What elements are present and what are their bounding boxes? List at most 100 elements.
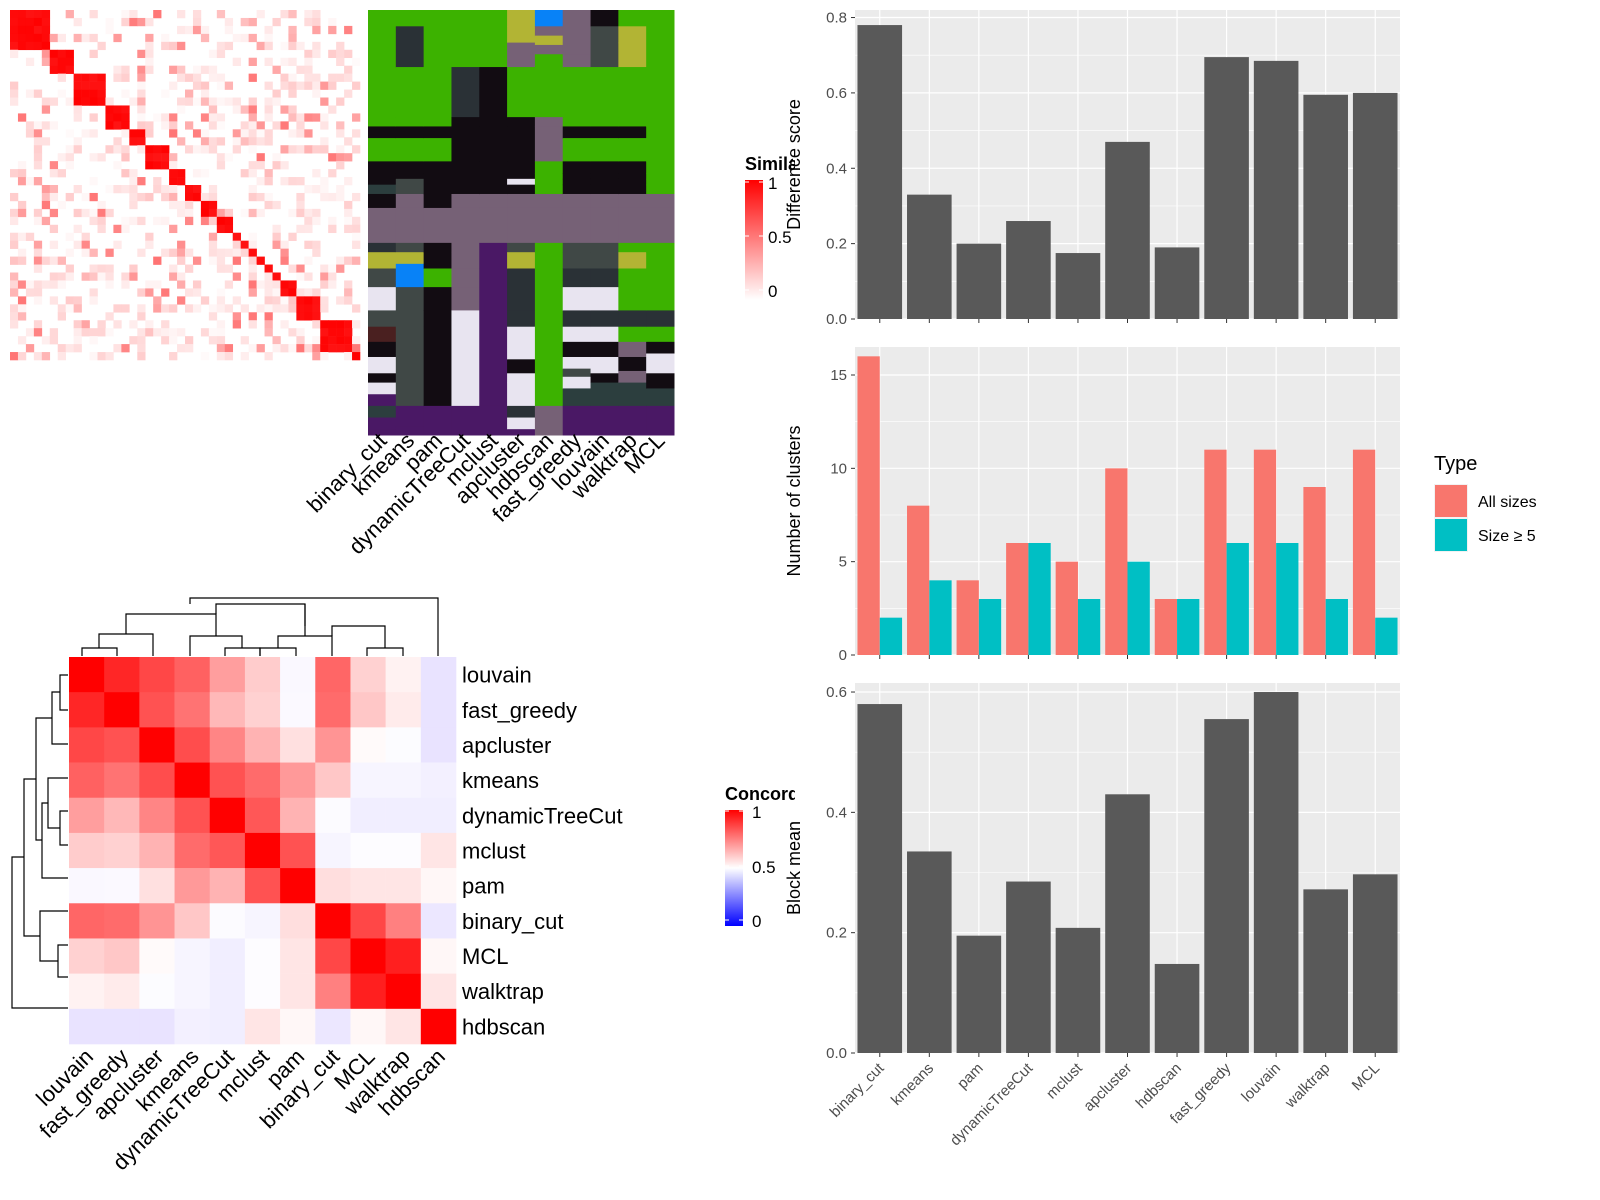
- concordance-cell: [385, 832, 422, 869]
- similarity-cell: [248, 161, 257, 170]
- similarity-cell: [73, 328, 82, 337]
- similarity-cell: [296, 304, 305, 313]
- similarity-cell: [280, 344, 289, 353]
- similarity-cell: [248, 145, 257, 154]
- similarity-cell: [33, 145, 43, 154]
- similarity-cell: [10, 320, 19, 329]
- bar: [1105, 794, 1150, 1053]
- cluster-assignment-cell: [395, 426, 425, 436]
- similarity-cell: [113, 137, 122, 146]
- similarity-cell: [192, 185, 202, 194]
- similarity-cell: [145, 153, 154, 162]
- y-tick-label: 0.6: [826, 684, 847, 701]
- similarity-cell: [185, 344, 194, 353]
- similarity-cell: [312, 312, 321, 321]
- similarity-cell: [208, 200, 218, 210]
- dendrogram-branch: [59, 674, 68, 711]
- similarity-cell: [73, 224, 82, 234]
- similarity-cell: [169, 121, 178, 130]
- similarity-cell: [216, 328, 226, 337]
- cluster-assignment-cell: [590, 126, 619, 139]
- concordance-cell: [280, 938, 316, 974]
- cluster-assignment-cell: [395, 252, 425, 265]
- x-tick-label: apcluster: [1080, 1060, 1135, 1115]
- similarity-cell: [65, 296, 74, 305]
- cluster-assignment-cell: [451, 310, 480, 407]
- similarity-cell: [344, 153, 353, 162]
- similarity-cell: [216, 81, 226, 90]
- similarity-cell: [352, 81, 361, 90]
- similarity-cell: [97, 320, 106, 329]
- similarity-cell: [216, 10, 226, 19]
- dendrogram-branch: [277, 635, 333, 656]
- similarity-cell: [121, 89, 130, 98]
- similarity-cell: [153, 296, 162, 305]
- similarity-cell: [145, 280, 154, 289]
- similarity-cell: [57, 200, 66, 210]
- similarity-cell: [352, 113, 361, 122]
- similarity-cell: [224, 208, 234, 218]
- similarity-cell: [33, 89, 43, 98]
- similarity-cell: [89, 81, 98, 90]
- similarity-cell: [256, 344, 265, 353]
- similarity-cell: [89, 73, 98, 82]
- similarity-cell: [288, 33, 297, 43]
- concordance-row-dendrogram: [11, 674, 68, 1009]
- similarity-cell: [248, 248, 257, 257]
- similarity-cell: [288, 344, 297, 353]
- similarity-cell: [33, 280, 43, 289]
- similarity-cell: [161, 153, 170, 162]
- cluster-assignment-cell: [507, 417, 536, 430]
- similarity-cell: [312, 73, 321, 82]
- cluster-assignment-cell: [590, 138, 619, 162]
- similarity-legend-colorbar: [745, 180, 763, 300]
- similarity-cell: [89, 97, 98, 106]
- similarity-cell: [208, 121, 218, 130]
- x-tick-label: louvain: [1238, 1060, 1284, 1106]
- similarity-cell: [240, 33, 249, 43]
- similarity-cell: [248, 73, 257, 82]
- cluster-assignment-cell: [507, 117, 536, 127]
- similarity-cell: [328, 344, 337, 353]
- similarity-cell: [113, 105, 122, 114]
- similarity-cell: [344, 177, 353, 186]
- cluster-assignment-cell: [368, 207, 397, 244]
- similarity-cell: [336, 185, 345, 194]
- similarity-cell: [185, 200, 194, 210]
- similarity-cell: [49, 192, 59, 202]
- similarity-cell: [352, 216, 361, 226]
- similarity-cell: [312, 304, 321, 313]
- similarity-cell: [336, 145, 345, 154]
- similarity-cell: [105, 121, 114, 130]
- similarity-cell: [288, 81, 297, 90]
- similarity-cell: [105, 248, 114, 257]
- concordance-cell: [209, 973, 246, 1010]
- bar-size-ge-5: [1077, 599, 1101, 655]
- concordance-cell: [420, 657, 457, 693]
- similarity-cell: [17, 232, 27, 241]
- concordance-cell: [139, 727, 175, 763]
- similarity-cell: [280, 177, 289, 186]
- similarity-cell: [121, 105, 130, 114]
- similarity-cell: [224, 25, 234, 35]
- bar: [1154, 963, 1200, 1053]
- similarity-cell: [320, 121, 329, 130]
- similarity-cell: [304, 10, 313, 19]
- concordance-cell: [174, 973, 211, 1010]
- similarity-cell: [65, 10, 74, 19]
- similarity-cell: [304, 216, 313, 226]
- concordance-cell: [350, 797, 386, 834]
- cluster-assignment-cell: [534, 54, 564, 68]
- similarity-cell: [280, 296, 289, 305]
- similarity-cell: [272, 344, 281, 353]
- similarity-cell: [248, 344, 257, 353]
- similarity-cell: [336, 129, 345, 138]
- similarity-cell: [328, 81, 337, 90]
- similarity-cell: [145, 320, 154, 329]
- bar: [1352, 874, 1398, 1053]
- similarity-legend-tick-label: 0: [768, 282, 777, 301]
- similarity-cell: [17, 161, 27, 170]
- similarity-cell: [137, 73, 146, 82]
- similarity-cell: [89, 177, 98, 186]
- similarity-cell: [200, 208, 210, 218]
